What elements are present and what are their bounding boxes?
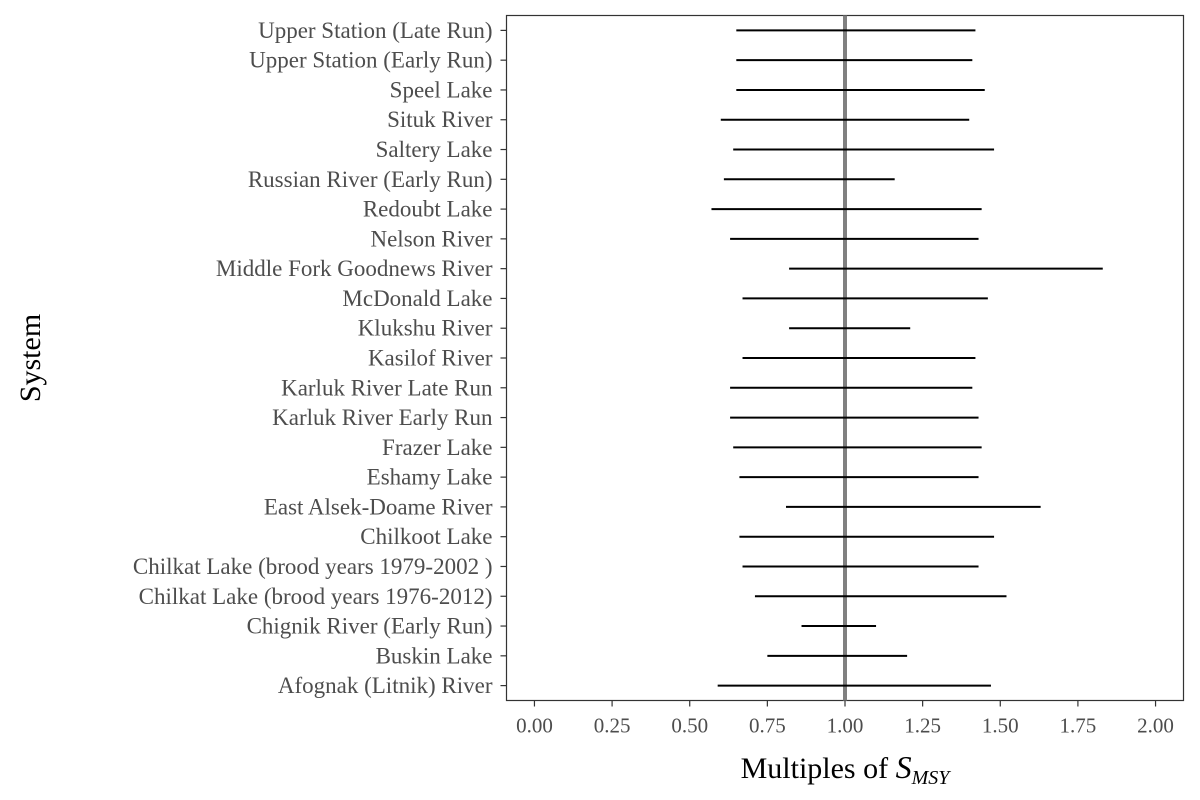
- y-tick-label: East Alsek-Doame River: [264, 494, 493, 519]
- x-tick-label: 1.50: [982, 714, 1019, 738]
- y-tick-label: Frazer Lake: [382, 435, 492, 460]
- y-tick-label: Nelson River: [370, 226, 492, 251]
- y-tick-label: Chignik River (Early Run): [247, 614, 493, 639]
- y-tick-label: Karluk River Early Run: [272, 405, 493, 430]
- y-tick-label: Situk River: [387, 107, 493, 132]
- y-tick-label: Buskin Lake: [376, 643, 493, 668]
- x-axis: 0.00 0.25 0.50 0.75 1.00 1.25 1.50 1.75 2.00: [516, 700, 1174, 738]
- interval-layer: [711, 29, 1103, 687]
- x-axis-title-subscript: MSY: [911, 767, 952, 789]
- x-tick-label: 0.25: [594, 714, 631, 738]
- y-tick-label: Eshamy Lake: [367, 465, 493, 490]
- y-tick-label: McDonald Lake: [342, 286, 492, 311]
- x-axis-title-symbol: S: [896, 749, 912, 785]
- y-tick-label: Afognak (Litnik) River: [278, 673, 493, 698]
- y-tick-label: Russian River (Early Run): [248, 167, 493, 192]
- x-tick-label: 0.75: [749, 714, 786, 738]
- y-axis: Upper Station (Late Run) Upper Station (E…: [133, 18, 507, 698]
- y-tick-label: Upper Station (Late Run): [258, 18, 492, 43]
- y-tick-label: Speel Lake: [390, 77, 493, 102]
- y-tick-label: Chilkoot Lake: [360, 524, 492, 549]
- y-tick-label: Upper Station (Early Run): [249, 48, 492, 73]
- y-tick-label: Chilkat Lake (brood years 1976-2012): [139, 584, 493, 609]
- x-axis-title: Multiples of SMSY: [741, 749, 952, 789]
- x-axis-title-prefix: Multiples of: [741, 752, 896, 785]
- x-tick-label: 1.00: [827, 714, 864, 738]
- y-tick-label: Chilkat Lake (brood years 1979-2002 ): [133, 554, 493, 579]
- x-tick-label: 0.00: [516, 714, 553, 738]
- y-tick-label: Karluk River Late Run: [281, 375, 493, 400]
- y-tick-label: Kasilof River: [368, 346, 493, 371]
- x-tick-label: 2.00: [1137, 714, 1174, 738]
- y-tick-label: Klukshu River: [358, 316, 493, 341]
- y-tick-label: Middle Fork Goodnews River: [216, 256, 493, 281]
- y-axis-title: System: [14, 314, 47, 402]
- y-tick-label: Saltery Lake: [376, 137, 493, 162]
- y-tick-label: Redoubt Lake: [363, 197, 493, 222]
- x-tick-label: 1.75: [1060, 714, 1097, 738]
- x-tick-label: 0.50: [671, 714, 708, 738]
- x-tick-label: 1.25: [904, 714, 941, 738]
